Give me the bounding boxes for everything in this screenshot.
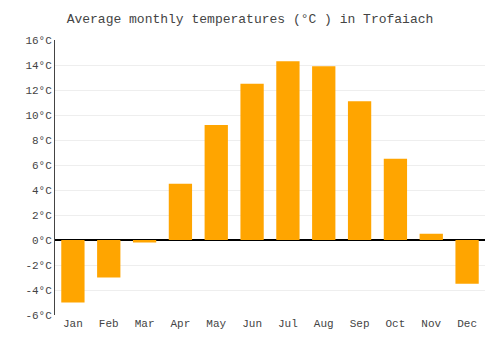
svg-text:Jul: Jul <box>278 318 298 330</box>
svg-text:-4°C: -4°C <box>25 285 52 297</box>
svg-text:Nov: Nov <box>421 318 441 330</box>
svg-text:Mar: Mar <box>135 318 155 330</box>
svg-text:Jun: Jun <box>242 318 262 330</box>
svg-text:0°C: 0°C <box>32 235 52 247</box>
svg-text:-2°C: -2°C <box>25 260 52 272</box>
svg-text:-6°C: -6°C <box>25 310 52 322</box>
svg-text:Average monthly temperatures (: Average monthly temperatures (°C ) in Tr… <box>67 12 434 27</box>
svg-text:14°C: 14°C <box>25 60 52 72</box>
svg-text:10°C: 10°C <box>25 110 52 122</box>
svg-text:Aug: Aug <box>314 318 334 330</box>
svg-text:Jan: Jan <box>63 318 83 330</box>
svg-text:6°C: 6°C <box>32 160 52 172</box>
svg-text:Dec: Dec <box>457 318 477 330</box>
svg-text:Apr: Apr <box>171 318 191 330</box>
svg-text:12°C: 12°C <box>25 85 52 97</box>
svg-text:May: May <box>206 318 226 330</box>
svg-text:2°C: 2°C <box>32 210 52 222</box>
svg-text:Oct: Oct <box>386 318 406 330</box>
svg-text:Feb: Feb <box>99 318 119 330</box>
svg-text:16°C: 16°C <box>25 35 52 47</box>
svg-text:4°C: 4°C <box>32 185 52 197</box>
svg-text:8°C: 8°C <box>32 135 52 147</box>
svg-text:Sep: Sep <box>350 318 370 330</box>
